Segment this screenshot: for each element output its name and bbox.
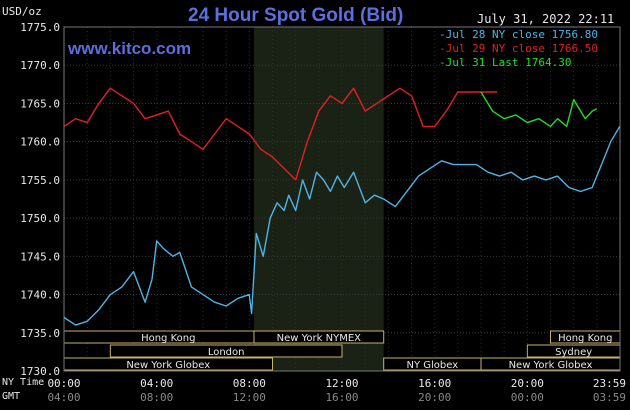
series-line-2 [480, 91, 598, 128]
market-label: New York Globex [126, 360, 210, 371]
market-label: London [208, 347, 245, 358]
market-label: New York Globex [509, 360, 593, 371]
y-tick-label: 1745.0 [20, 250, 60, 263]
y-tick-label: 1735.0 [20, 327, 60, 340]
x-tick-label-ny: 20:00 [511, 377, 544, 390]
gmt-label: GMT [2, 391, 21, 402]
x-tick-label-ny: 12:00 [325, 377, 358, 390]
market-label: Hong Kong [141, 333, 195, 344]
legend-item-jul29: -Jul 29 NY close 1766.50 [439, 42, 598, 55]
x-tick-label-gmt: 04:00 [47, 391, 80, 404]
y-tick-label: 1775.0 [20, 21, 60, 34]
series [63, 87, 621, 326]
x-tick-label-gmt: 16:00 [325, 391, 358, 404]
x-tick-label-ny: 23:59 [593, 377, 626, 390]
x-tick-label-gmt: 08:00 [140, 391, 173, 404]
legend-item-jul28: -Jul 28 NY close 1756.80 [439, 28, 598, 41]
legend-item-jul31: -Jul 31 Last 1764.30 [439, 56, 572, 69]
series-line-0 [63, 126, 621, 326]
market-label: Hong Kong [558, 333, 612, 344]
y-tick-label: 1730.0 [20, 365, 60, 378]
y-tick-label: 1750.0 [20, 212, 60, 225]
x-tick-label-ny: 08:00 [233, 377, 266, 390]
timestamp: July 31, 2022 22:11 [477, 12, 615, 26]
plot-frame [63, 26, 621, 372]
market-label: NY Globex [407, 360, 459, 371]
y-tick-label: 1740.0 [20, 289, 60, 302]
brand-link[interactable]: www.kitco.com [68, 39, 192, 58]
market-bar [253, 330, 385, 344]
x-tick-label-gmt: 03:59 [593, 391, 626, 404]
market-label: New York NYMEX [277, 333, 362, 344]
x-tick-label-ny: 04:00 [140, 377, 173, 390]
market-label: Sydney [555, 347, 592, 358]
ny-time-label: NY Time [2, 377, 45, 388]
x-tick-label-ny: 16:00 [418, 377, 451, 390]
series-line-1 [63, 87, 498, 181]
market-bar [109, 344, 343, 358]
axes: 1775.0 1770.0 1765.0 1760.0 1755.0 1750.0 1745… [20, 21, 626, 404]
x-tick-label-gmt: 12:00 [233, 391, 266, 404]
y-tick-label: 1770.0 [20, 59, 60, 72]
y-tick-label: 1760.0 [20, 136, 60, 149]
grid [63, 26, 621, 372]
y-tick-label: 1755.0 [20, 174, 60, 187]
x-tick-label-ny: 00:00 [47, 377, 80, 390]
y-tick-label: 1765.0 [20, 97, 60, 110]
unit-label: USD/oz [2, 5, 42, 18]
x-tick-label-gmt: 20:00 [418, 391, 451, 404]
legend: -Jul 28 NY close 1756.80 -Jul 29 NY clos… [439, 28, 598, 70]
chart-title: 24 Hour Spot Gold (Bid) [188, 5, 404, 26]
x-tick-label-gmt: 00:00 [511, 391, 544, 404]
